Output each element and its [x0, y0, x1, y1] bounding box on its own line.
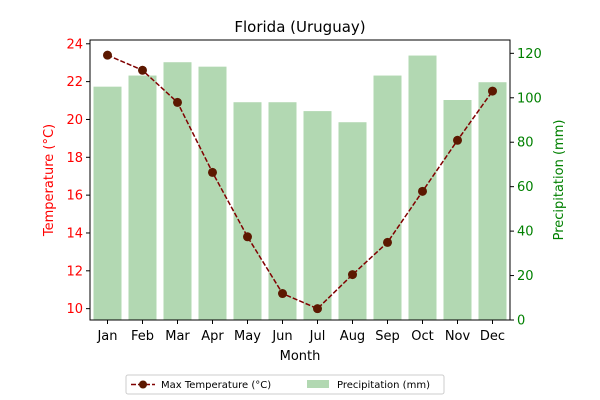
y-left-tick-label: 16: [66, 189, 83, 204]
precipitation-bar-apr: [198, 66, 227, 321]
temperature-line: [103, 50, 497, 314]
temperature-point-jun: [278, 289, 287, 299]
y-axis-right-label: Precipitation (mm): [552, 120, 567, 241]
precipitation-bar-jan: [93, 86, 122, 321]
y-left-tick-label: 20: [66, 113, 83, 128]
plot-frame: [89, 39, 511, 321]
temperature-point-mar: [173, 97, 182, 107]
temperature-point-feb: [138, 65, 147, 75]
y-left-tick-label: 10: [66, 302, 83, 317]
temperature-point-oct: [418, 186, 427, 196]
legend-frame: [125, 374, 445, 395]
legend-marker-swatch: [139, 380, 147, 389]
x-tick-label: Feb: [131, 329, 154, 344]
x-tick-label: Jun: [271, 329, 292, 344]
precipitation-bar-may: [233, 102, 262, 320]
legend-bar-swatch: [307, 380, 329, 388]
temperature-point-sep: [383, 237, 392, 247]
y-right-tick-label: 20: [517, 269, 534, 284]
y-left-tick-label: 14: [66, 226, 83, 241]
precipitation-bars: [93, 55, 507, 321]
y-axis-left-label: Temperature (°C): [42, 124, 57, 237]
chart-title: Florida (Uruguay): [234, 18, 365, 36]
y-axis-left: 10 12 14 16 18 20 22 24: [66, 37, 90, 317]
legend-entry-temperature: Max Temperature (°C): [161, 380, 271, 391]
precipitation-bar-jul: [303, 111, 332, 320]
x-tick-label: Dec: [480, 329, 505, 344]
y-right-tick-label: 100: [517, 91, 542, 106]
temperature-point-apr: [208, 167, 217, 177]
y-axis-right: 0 20 40 60 80 100 120: [510, 47, 542, 329]
x-tick-label: May: [234, 329, 261, 344]
y-right-tick-label: 80: [517, 136, 534, 151]
precipitation-bar-dec: [478, 82, 507, 320]
precipitation-bar-feb: [128, 75, 157, 320]
precipitation-bar-aug: [338, 122, 367, 320]
precipitation-bar-jun: [268, 102, 297, 320]
x-tick-label: Jan: [96, 329, 117, 344]
y-left-tick-label: 24: [66, 37, 83, 52]
y-right-tick-label: 0: [517, 314, 525, 329]
x-axis-label: Month: [280, 349, 321, 364]
temperature-polyline: [107, 54, 494, 310]
temperature-point-jul: [313, 304, 322, 314]
y-left-tick-label: 22: [66, 75, 83, 90]
precipitation-bar-sep: [373, 75, 402, 320]
x-tick-label: Nov: [445, 329, 471, 344]
y-right-tick-label: 40: [517, 225, 534, 240]
legend-entry-precipitation: Precipitation (mm): [337, 380, 430, 391]
x-tick-label: Sep: [375, 329, 400, 344]
y-right-tick-label: 60: [517, 180, 534, 195]
y-left-tick-label: 18: [66, 151, 83, 166]
x-tick-label: Mar: [165, 329, 190, 344]
temperature-point-aug: [348, 270, 357, 280]
temperature-point-jan: [103, 50, 112, 60]
legend: Max Temperature (°C) Precipitation (mm): [125, 374, 445, 395]
x-tick-label: Jul: [309, 329, 326, 344]
temperature-point-nov: [453, 135, 462, 145]
x-tick-label: Oct: [411, 329, 433, 344]
x-axis: Jan Feb Mar Apr May Jun Jul Aug Sep Oct Nov Dec: [96, 320, 505, 344]
temperature-point-dec: [488, 86, 497, 96]
x-tick-label: Apr: [201, 329, 224, 344]
y-left-tick-label: 12: [66, 264, 83, 279]
temperature-point-may: [243, 232, 252, 242]
x-tick-label: Aug: [340, 329, 365, 344]
precipitation-bar-nov: [443, 100, 472, 320]
y-right-tick-label: 120: [517, 47, 542, 62]
